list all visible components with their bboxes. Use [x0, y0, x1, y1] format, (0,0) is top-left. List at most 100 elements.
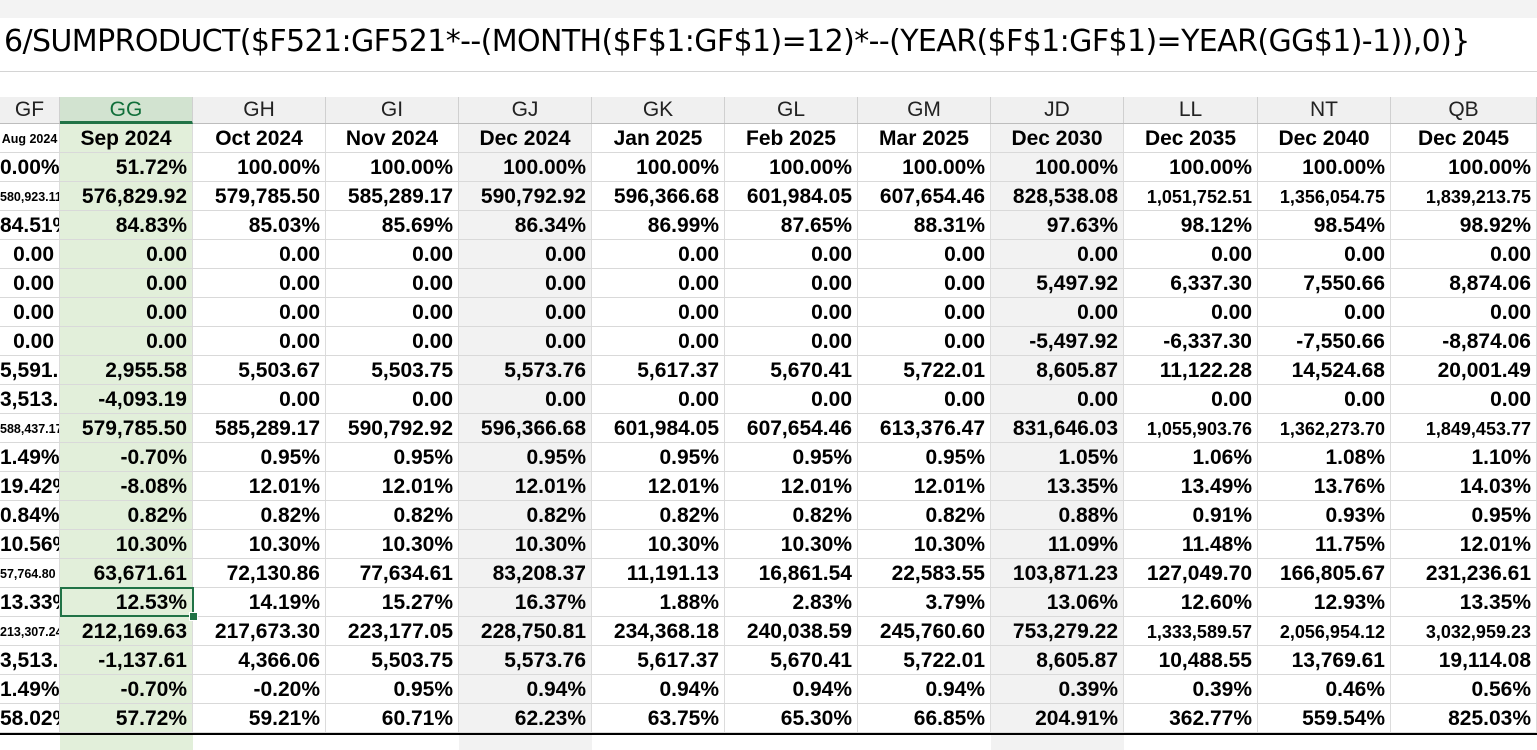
table-cell[interactable]: 5,591.21	[0, 356, 60, 384]
table-cell[interactable]: 12.60%	[1124, 588, 1258, 616]
table-cell[interactable]: 5,503.67	[193, 356, 326, 384]
table-cell[interactable]: 12.01%	[858, 472, 991, 500]
table-cell[interactable]: 0.00	[459, 240, 592, 268]
table-cell[interactable]: 590,792.92	[326, 414, 459, 442]
table-cell[interactable]: 0.00	[592, 298, 725, 326]
date-header-cell[interactable]: Nov 2024	[326, 124, 459, 152]
table-cell[interactable]: 2,056,954.12	[1258, 617, 1391, 645]
table-cell[interactable]: 590,792.92	[459, 182, 592, 210]
table-cell[interactable]: 87.65%	[725, 211, 858, 239]
table-cell[interactable]: 1,356,054.75	[1258, 182, 1391, 210]
table-cell[interactable]: 0.00	[725, 385, 858, 413]
table-cell[interactable]: 14.19%	[193, 588, 326, 616]
table-cell[interactable]: 12.01%	[459, 472, 592, 500]
table-cell[interactable]: 0.82%	[592, 501, 725, 529]
table-cell[interactable]: 0.00	[193, 327, 326, 355]
table-cell[interactable]: 63.75%	[592, 704, 725, 732]
formula-bar[interactable]: 6/SUMPRODUCT($F521:GF521*--(MONTH($F$1:G…	[0, 18, 1537, 72]
table-cell[interactable]: 1.88%	[592, 588, 725, 616]
table-cell[interactable]: 57.72%	[60, 704, 193, 732]
table-cell[interactable]: 100.00%	[858, 153, 991, 181]
table-cell[interactable]: 579,785.50	[193, 182, 326, 210]
table-cell[interactable]: 12.93%	[1258, 588, 1391, 616]
table-cell[interactable]: 0.56%	[1391, 675, 1537, 703]
table-cell[interactable]: 0.00	[60, 269, 193, 297]
table-cell[interactable]: 0.88%	[991, 501, 1124, 529]
table-cell[interactable]: 1.08%	[1258, 443, 1391, 471]
table-cell[interactable]: 100.00%	[1124, 153, 1258, 181]
table-cell[interactable]: 84.51%	[0, 211, 60, 239]
table-cell[interactable]: -7,550.66	[1258, 327, 1391, 355]
table-cell[interactable]: 0.00	[991, 385, 1124, 413]
table-cell[interactable]: -8,874.06	[1391, 327, 1537, 355]
table-cell[interactable]: 1,055,903.76	[1124, 414, 1258, 442]
table-cell[interactable]: 1.49%	[0, 443, 60, 471]
table-cell[interactable]: 362.77%	[1124, 704, 1258, 732]
table-cell[interactable]: 5,497.92	[991, 269, 1124, 297]
table-cell[interactable]: 585,289.17	[193, 414, 326, 442]
table-cell[interactable]: 1,362,273.70	[1258, 414, 1391, 442]
table-cell[interactable]: 10,488.55	[1124, 646, 1258, 674]
column-header-gl[interactable]: GL	[725, 97, 858, 123]
table-cell[interactable]: 10.30%	[193, 530, 326, 558]
table-cell[interactable]: 1,849,453.77	[1391, 414, 1537, 442]
table-cell[interactable]: -6,337.30	[1124, 327, 1258, 355]
table-cell[interactable]: 0.00	[326, 298, 459, 326]
table-cell[interactable]: 127,049.70	[1124, 559, 1258, 587]
table-cell[interactable]: -5,497.92	[991, 327, 1124, 355]
table-cell[interactable]: 0.94%	[592, 675, 725, 703]
table-cell[interactable]: 0.00	[725, 269, 858, 297]
table-cell[interactable]: 12.01%	[326, 472, 459, 500]
date-header-cell[interactable]: Dec 2030	[991, 124, 1124, 152]
table-cell[interactable]: 86.99%	[592, 211, 725, 239]
table-cell[interactable]: 10.30%	[60, 530, 193, 558]
table-cell[interactable]: 579,785.50	[60, 414, 193, 442]
table-cell[interactable]: 8,605.87	[991, 646, 1124, 674]
table-cell[interactable]: 0.82%	[326, 501, 459, 529]
table-cell[interactable]: 12.01%	[592, 472, 725, 500]
table-cell[interactable]: 103,871.23	[991, 559, 1124, 587]
table-cell[interactable]: 0.00	[592, 327, 725, 355]
table-cell[interactable]: 166,805.67	[1258, 559, 1391, 587]
table-cell[interactable]: 0.82%	[459, 501, 592, 529]
table-cell[interactable]: 1.06%	[1124, 443, 1258, 471]
fill-handle[interactable]	[189, 612, 198, 621]
table-cell[interactable]: 212,169.63	[60, 617, 193, 645]
table-cell[interactable]: 596,366.68	[592, 182, 725, 210]
spreadsheet-grid[interactable]: Aug 2024 Sep 2024 Oct 2024 Nov 2024 Dec 2024…	[0, 124, 1537, 750]
table-cell[interactable]: 5,670.41	[725, 646, 858, 674]
table-cell[interactable]: 0.00	[1258, 240, 1391, 268]
table-cell[interactable]: 86.34%	[459, 211, 592, 239]
table-cell[interactable]: 240,038.59	[725, 617, 858, 645]
table-cell[interactable]: 0.00	[459, 327, 592, 355]
table-cell[interactable]: 0.00	[858, 327, 991, 355]
table-cell[interactable]: 0.94%	[725, 675, 858, 703]
table-cell[interactable]: 14,524.68	[1258, 356, 1391, 384]
table-cell[interactable]: 10.30%	[326, 530, 459, 558]
table-cell[interactable]: -0.20%	[193, 675, 326, 703]
table-cell[interactable]: 831,646.03	[991, 414, 1124, 442]
table-cell[interactable]: 84.83%	[60, 211, 193, 239]
table-cell[interactable]: 0.00	[1391, 385, 1537, 413]
table-cell[interactable]: 601,984.05	[592, 414, 725, 442]
table-cell[interactable]: 0.46%	[1258, 675, 1391, 703]
table-cell[interactable]: 588,437.17	[0, 414, 60, 442]
table-cell[interactable]: 0.00	[326, 385, 459, 413]
table-cell[interactable]: 3.79%	[858, 588, 991, 616]
table-cell[interactable]: 596,366.68	[459, 414, 592, 442]
table-cell[interactable]: 8,605.87	[991, 356, 1124, 384]
table-cell[interactable]: 0.00	[1124, 240, 1258, 268]
table-cell[interactable]: 13.06%	[991, 588, 1124, 616]
table-cell[interactable]: 0.00	[858, 269, 991, 297]
table-cell[interactable]: 0.00	[459, 269, 592, 297]
date-header-cell[interactable]: Aug 2024	[0, 124, 60, 152]
table-cell[interactable]: 223,177.05	[326, 617, 459, 645]
table-cell[interactable]: 8,874.06	[1391, 269, 1537, 297]
table-cell[interactable]: 607,654.46	[725, 414, 858, 442]
table-cell[interactable]: 0.00	[858, 240, 991, 268]
table-cell[interactable]: 5,617.37	[592, 646, 725, 674]
column-header-ll[interactable]: LL	[1124, 97, 1258, 123]
table-cell[interactable]: 11.48%	[1124, 530, 1258, 558]
table-cell[interactable]: 10.30%	[858, 530, 991, 558]
table-cell[interactable]: 11.75%	[1258, 530, 1391, 558]
